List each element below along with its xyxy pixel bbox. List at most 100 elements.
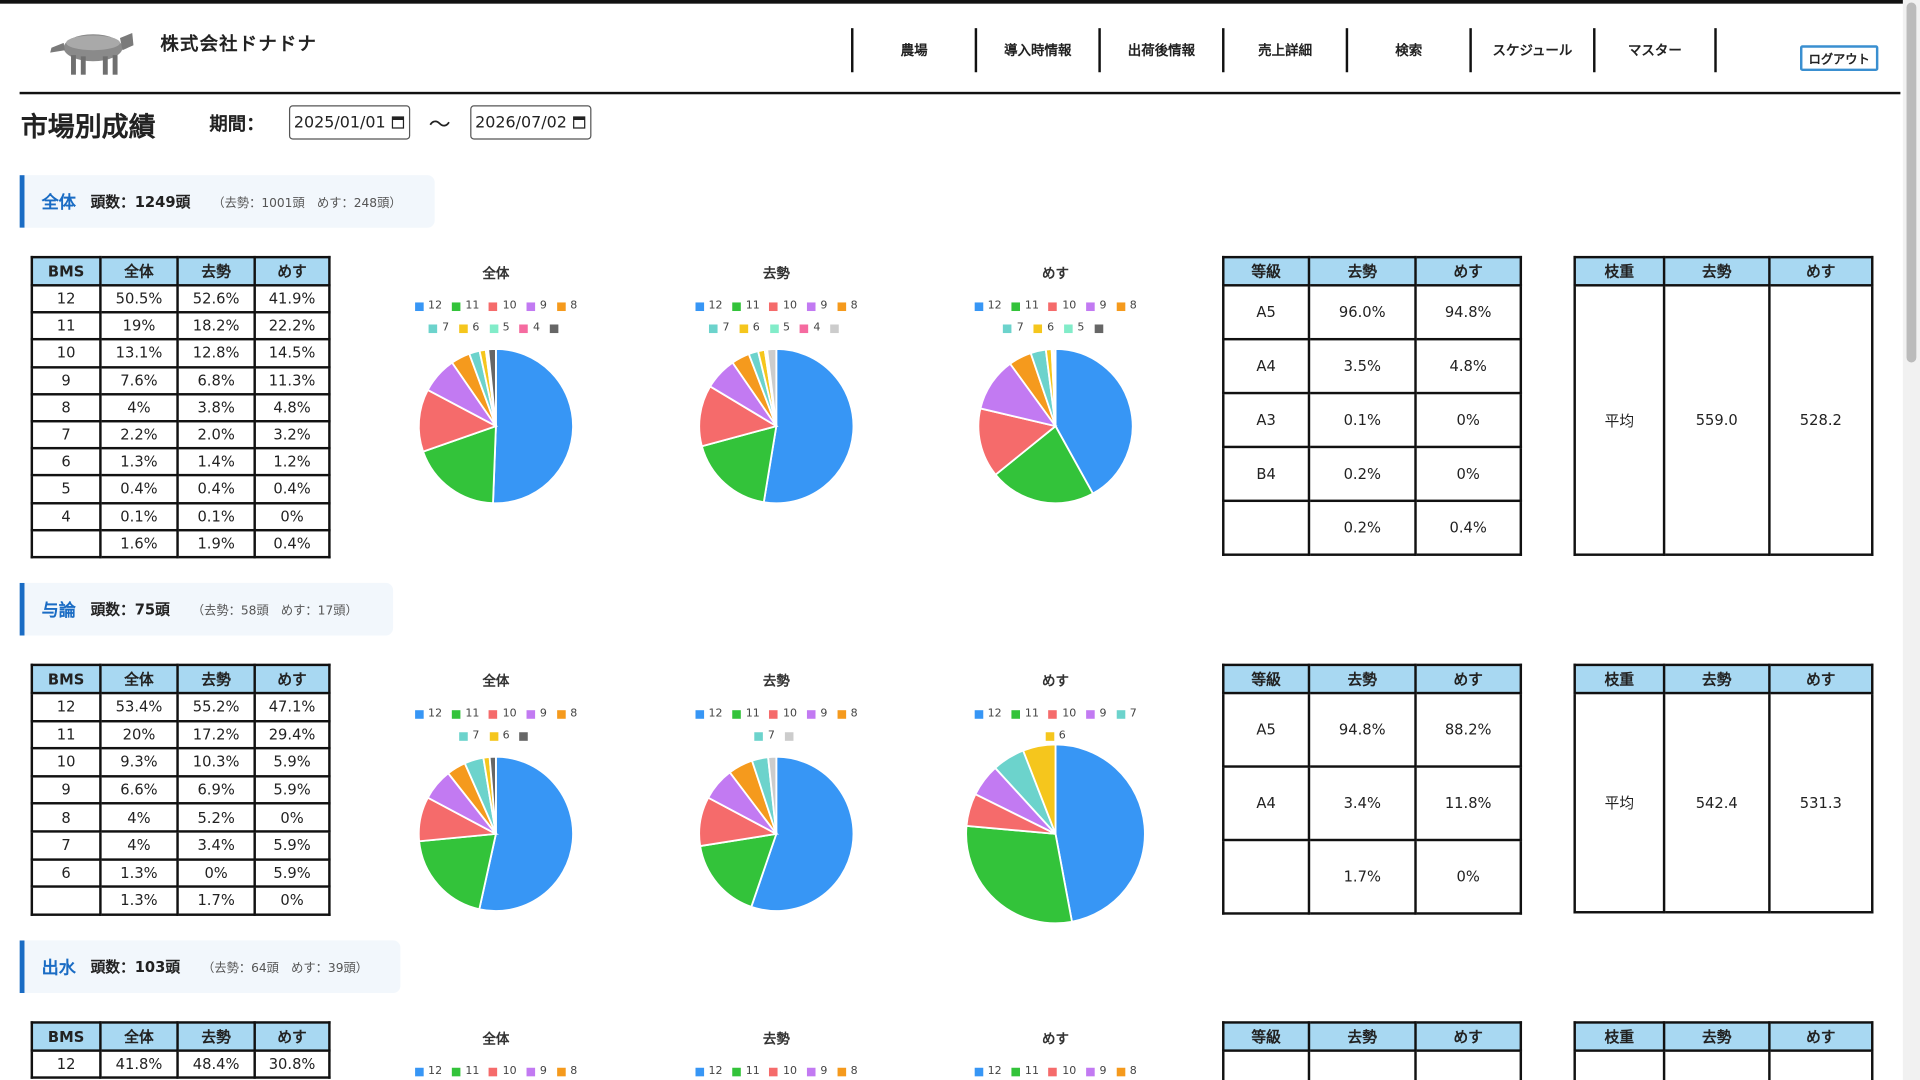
legend-item[interactable]: 12 (414, 703, 442, 725)
pie-slice-blank[interactable] (766, 348, 778, 427)
legend-item[interactable]: 9 (526, 295, 547, 317)
legend-item[interactable]: 11 (732, 295, 760, 317)
pie-slice-10[interactable] (417, 388, 499, 453)
legend-item[interactable]: 10 (769, 295, 797, 317)
legend-item[interactable]: 9 (526, 703, 547, 725)
pie-slice-11[interactable] (965, 824, 1074, 925)
legend-item[interactable] (549, 317, 563, 339)
pie-slice-11[interactable] (994, 424, 1095, 505)
nav-sales-detail[interactable]: 売上詳細 (1222, 28, 1346, 73)
grade-header-cell: 去勢 (1307, 255, 1417, 287)
pie-slice-blank[interactable] (767, 755, 778, 834)
legend-item[interactable]: 8 (556, 1060, 577, 1080)
legend-item[interactable]: 6 (1045, 725, 1066, 747)
date-from-input[interactable]: 2025/01/01 (288, 105, 411, 140)
legend-item[interactable]: 10 (1048, 295, 1076, 317)
legend-item[interactable]: 11 (1011, 703, 1039, 725)
legend-item[interactable]: 6 (1033, 317, 1054, 339)
legend-item[interactable]: 8 (556, 703, 577, 725)
legend-item[interactable]: 7 (1003, 317, 1024, 339)
legend-item[interactable]: 8 (837, 295, 858, 317)
legend-item[interactable]: 9 (806, 703, 827, 725)
legend-item[interactable]: 12 (694, 1060, 723, 1080)
nav-intake-info[interactable]: 導入時情報 (974, 28, 1099, 73)
legend-item[interactable] (784, 725, 798, 747)
legend-item[interactable]: 12 (974, 295, 1002, 317)
legend-item[interactable]: 8 (1116, 295, 1137, 317)
legend-item[interactable]: 8 (837, 1060, 858, 1080)
logout-button[interactable]: ログアウト (1800, 45, 1879, 72)
pie-slice-12[interactable] (478, 755, 574, 912)
legend-item[interactable]: 9 (806, 1060, 827, 1080)
legend-item[interactable]: 10 (1048, 703, 1076, 725)
calendar-icon[interactable] (573, 116, 586, 129)
legend-item[interactable]: 11 (1011, 295, 1039, 317)
pie-slice-6[interactable] (1021, 743, 1057, 835)
pie-slice-12[interactable] (1054, 348, 1134, 495)
legend-item[interactable]: 11 (451, 295, 479, 317)
legend-item[interactable]: 6 (739, 317, 760, 339)
legend-item[interactable]: 10 (489, 703, 517, 725)
pie-slice-12[interactable] (762, 348, 855, 505)
legend-item[interactable] (519, 725, 532, 747)
legend-item[interactable]: 10 (769, 703, 797, 725)
legend-item[interactable]: 4 (519, 317, 540, 339)
pie-slice-12[interactable] (492, 348, 574, 505)
legend-item[interactable]: 4 (799, 317, 820, 339)
legend-item[interactable]: 11 (451, 703, 479, 725)
legend-item[interactable]: 11 (1011, 1060, 1039, 1080)
pie-slice-dark[interactable] (487, 348, 497, 427)
legend-item[interactable]: 6 (458, 317, 479, 339)
legend-item[interactable]: 5 (489, 317, 510, 339)
pie-slice-dark[interactable] (1052, 348, 1057, 427)
legend-item[interactable]: 12 (974, 1060, 1002, 1080)
pie-slice-dark[interactable] (488, 755, 497, 834)
pie-slice-10[interactable] (977, 407, 1058, 476)
legend-item[interactable]: 8 (1116, 1060, 1137, 1080)
legend-item[interactable]: 11 (732, 703, 760, 725)
legend-item[interactable]: 9 (806, 295, 827, 317)
legend-item[interactable]: 12 (694, 703, 722, 725)
legend-item[interactable]: 11 (732, 1060, 760, 1080)
legend-item[interactable]: 7 (754, 725, 775, 747)
nav-farm[interactable]: 農場 (851, 28, 975, 73)
legend-item[interactable]: 7 (428, 317, 449, 339)
pie-slice-10[interactable] (698, 385, 779, 448)
legend-item[interactable]: 7 (709, 317, 730, 339)
scrollbar-thumb[interactable] (1906, 2, 1917, 363)
legend-item[interactable]: 12 (694, 295, 722, 317)
pie-slice-11[interactable] (418, 832, 498, 911)
nav-schedule[interactable]: スケジュール (1469, 28, 1593, 73)
legend-item[interactable]: 12 (414, 1060, 442, 1080)
calendar-icon[interactable] (391, 116, 405, 129)
legend-item[interactable]: 5 (1063, 317, 1084, 339)
legend-item[interactable]: 9 (1086, 1060, 1107, 1080)
legend-item[interactable]: 12 (414, 295, 442, 317)
legend-item[interactable] (1094, 317, 1107, 339)
page-scrollbar[interactable] (1902, 0, 1920, 1080)
legend-item[interactable]: 8 (556, 295, 577, 317)
legend-item[interactable]: 7 (1116, 703, 1137, 725)
date-to-input[interactable]: 2026/07/02 (470, 105, 592, 140)
pie-slice-11[interactable] (700, 424, 778, 504)
legend-item[interactable]: 10 (489, 1060, 517, 1080)
legend-item[interactable]: 9 (526, 1060, 547, 1080)
legend-item[interactable]: 10 (489, 295, 517, 317)
legend-item[interactable]: 9 (1086, 703, 1107, 725)
nav-search[interactable]: 検索 (1345, 28, 1470, 73)
legend-item[interactable]: 9 (1086, 295, 1107, 317)
legend-item[interactable]: 7 (458, 725, 479, 747)
legend-item[interactable]: 6 (489, 725, 510, 747)
legend-label: 12 (708, 1065, 723, 1078)
legend-item[interactable] (830, 317, 843, 339)
legend-item[interactable]: 12 (974, 703, 1002, 725)
legend-item[interactable]: 8 (837, 703, 858, 725)
legend-item[interactable]: 10 (1048, 1060, 1076, 1080)
nav-shipment-info[interactable]: 出荷後情報 (1098, 28, 1222, 73)
legend-item[interactable]: 10 (769, 1060, 797, 1080)
legend-item[interactable]: 11 (451, 1060, 479, 1080)
nav-master[interactable]: マスター (1593, 28, 1717, 73)
legend-item[interactable]: 5 (769, 317, 790, 339)
pie-slice-12[interactable] (1054, 743, 1146, 923)
pie-slice-11[interactable] (699, 832, 778, 909)
